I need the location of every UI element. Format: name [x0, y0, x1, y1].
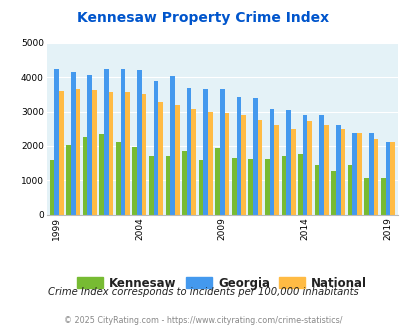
- Bar: [290, 129, 295, 214]
- Bar: [389, 142, 394, 214]
- Bar: [182, 151, 186, 214]
- Bar: [83, 137, 87, 214]
- Bar: [231, 158, 236, 214]
- Bar: [356, 133, 361, 214]
- Bar: [385, 142, 389, 214]
- Bar: [274, 125, 278, 214]
- Bar: [149, 156, 153, 215]
- Bar: [297, 154, 302, 214]
- Bar: [269, 110, 274, 214]
- Bar: [175, 105, 179, 214]
- Bar: [203, 88, 207, 214]
- Bar: [71, 72, 75, 214]
- Bar: [220, 89, 224, 214]
- Bar: [257, 120, 262, 214]
- Bar: [54, 69, 59, 214]
- Bar: [120, 69, 125, 214]
- Bar: [109, 92, 113, 214]
- Bar: [165, 156, 170, 215]
- Bar: [330, 171, 335, 214]
- Bar: [170, 76, 175, 215]
- Bar: [236, 97, 241, 214]
- Bar: [99, 134, 104, 214]
- Bar: [302, 115, 307, 214]
- Bar: [215, 148, 220, 214]
- Bar: [191, 109, 196, 214]
- Bar: [224, 113, 229, 214]
- Bar: [248, 159, 252, 214]
- Bar: [241, 115, 245, 214]
- Legend: Kennesaw, Georgia, National: Kennesaw, Georgia, National: [72, 272, 371, 294]
- Bar: [104, 69, 109, 214]
- Bar: [347, 165, 352, 214]
- Bar: [252, 98, 257, 214]
- Bar: [92, 89, 96, 214]
- Bar: [335, 125, 340, 214]
- Bar: [364, 179, 368, 214]
- Bar: [286, 110, 290, 214]
- Bar: [323, 125, 328, 214]
- Bar: [319, 115, 323, 214]
- Bar: [198, 160, 203, 214]
- Bar: [264, 159, 269, 214]
- Bar: [158, 102, 162, 214]
- Bar: [132, 147, 137, 214]
- Bar: [207, 112, 212, 214]
- Bar: [380, 178, 385, 214]
- Bar: [75, 89, 80, 214]
- Bar: [368, 133, 373, 214]
- Bar: [137, 70, 141, 214]
- Bar: [125, 92, 130, 214]
- Bar: [186, 87, 191, 214]
- Bar: [340, 129, 344, 214]
- Bar: [307, 121, 311, 214]
- Bar: [87, 75, 92, 215]
- Bar: [153, 81, 158, 214]
- Bar: [314, 165, 319, 214]
- Text: © 2025 CityRating.com - https://www.cityrating.com/crime-statistics/: © 2025 CityRating.com - https://www.city…: [64, 316, 341, 325]
- Text: Kennesaw Property Crime Index: Kennesaw Property Crime Index: [77, 11, 328, 25]
- Bar: [373, 139, 377, 214]
- Bar: [352, 133, 356, 214]
- Bar: [59, 91, 64, 214]
- Bar: [66, 145, 71, 214]
- Bar: [116, 143, 120, 214]
- Text: Crime Index corresponds to incidents per 100,000 inhabitants: Crime Index corresponds to incidents per…: [47, 287, 358, 297]
- Bar: [49, 160, 54, 214]
- Bar: [281, 156, 286, 215]
- Bar: [141, 94, 146, 214]
